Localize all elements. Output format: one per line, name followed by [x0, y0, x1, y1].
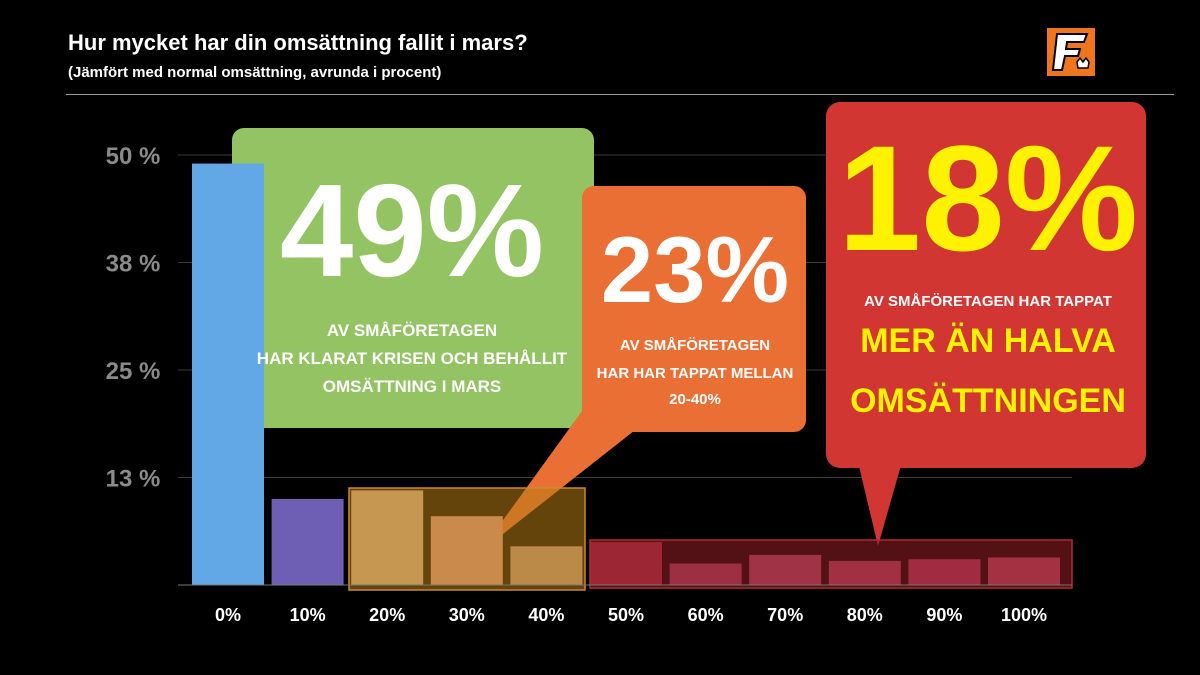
header-divider: [66, 94, 1174, 95]
x-axis-labels: 0% 10% 20% 30% 40% 50% 60% 70% 80% 90% 100%: [215, 605, 1047, 625]
callout-orange-line-2: HAR HAR TAPPAT MELLAN: [597, 365, 794, 382]
callout-red-line-2: OMSÄTTNINGEN: [850, 382, 1126, 420]
callout-green-big: 49%: [280, 157, 544, 304]
x-tick-label: 0%: [215, 605, 241, 625]
callout-orange-line-3: 20-40%: [669, 391, 721, 408]
callout-green-line-2: HAR KLARAT KRISEN OCH BEHÅLLIT: [257, 349, 568, 368]
y-tick-label: 50 %: [106, 143, 161, 170]
callout-green-line-1: AV SMÅFÖRETAGEN: [327, 321, 497, 340]
callout-red-pointer: [858, 462, 902, 546]
bar: [271, 499, 344, 585]
callout-green-box: [232, 128, 594, 428]
x-tick-label: 100%: [1001, 605, 1047, 625]
y-tick-label: 38 %: [106, 251, 161, 278]
y-tick-label: 13 %: [106, 466, 161, 493]
callout-red: [826, 102, 1146, 546]
callout-green: [232, 128, 594, 428]
group-highlight-20-40: [348, 487, 586, 591]
logo-f-icon: [1047, 28, 1095, 76]
brand-logo: [1047, 28, 1095, 76]
callout-orange-line-1: AV SMÅFÖRETAGEN: [620, 337, 770, 354]
callout-red-small: AV SMÅFÖRETAGEN HAR TAPPAT: [864, 293, 1112, 310]
callout-green-line-3: OMSÄTTNING I MARS: [323, 377, 502, 396]
bar: [192, 163, 264, 585]
x-tick-label: 90%: [926, 605, 962, 625]
callout-orange-big: 23%: [601, 217, 789, 322]
x-tick-label: 30%: [449, 605, 485, 625]
x-tick-label: 60%: [688, 605, 724, 625]
callout-red-big: 18%: [838, 114, 1138, 282]
callout-red-box: [826, 102, 1146, 468]
x-tick-label: 70%: [767, 605, 803, 625]
group-highlight-50-100: [589, 539, 1073, 589]
x-tick-label: 20%: [369, 605, 405, 625]
callout-orange-box: [582, 186, 806, 432]
x-tick-label: 10%: [290, 605, 326, 625]
x-tick-label: 50%: [608, 605, 644, 625]
y-tick-label: 25 %: [106, 358, 161, 385]
callout-red-line-1: MER ÄN HALVA: [860, 322, 1116, 360]
page-title: Hur mycket har din omsättning fallit i m…: [68, 30, 528, 55]
x-tick-label: 80%: [847, 605, 883, 625]
x-tick-label: 40%: [528, 605, 564, 625]
y-axis-ticks: 13 % 25 % 38 % 50 %: [106, 143, 161, 493]
page-subtitle: (Jämfört med normal omsättning, avrunda …: [68, 64, 442, 81]
